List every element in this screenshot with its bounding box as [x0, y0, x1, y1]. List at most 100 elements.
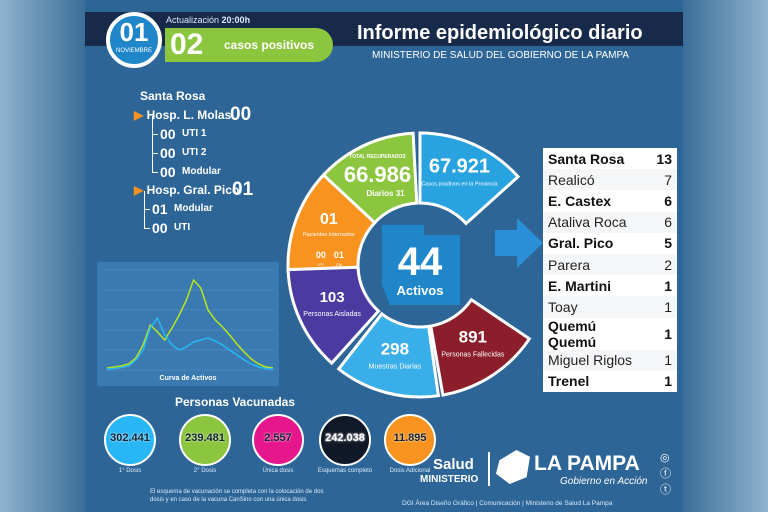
locality-count: 1: [651, 349, 677, 371]
item-value: 00: [160, 126, 176, 142]
locality-count: 13: [656, 150, 672, 167]
vaccine-label: 1° Dosis: [118, 468, 142, 474]
new-cases-label: casos positivos: [224, 38, 315, 52]
locality-row: Trenel 1: [543, 371, 677, 392]
curve-chart: Curva de Activos: [97, 262, 279, 386]
vaccine-value: 11.895: [393, 432, 427, 444]
chart-title: Curva de Activos: [160, 375, 217, 382]
update: Actualización 20:00h: [166, 15, 250, 25]
value: 01: [334, 250, 344, 260]
item-value: 00: [160, 164, 176, 180]
value: 01: [320, 211, 338, 228]
wheel: TOTAL RECUPERADOS 66.986 Diarios 31 67.921 C…: [286, 131, 543, 399]
vaccine-circle: [179, 414, 231, 466]
locality-count: 1: [664, 325, 672, 342]
item-label: UTI: [174, 222, 191, 233]
brand: LA PAMPA: [534, 452, 640, 475]
locality-row: Ataliva Roca 6: [543, 211, 677, 233]
hospital-total: 01: [232, 179, 254, 200]
label: CM: [336, 262, 342, 267]
curve-line: [106, 316, 274, 370]
hospital-name: Hosp. L. Molas: [146, 108, 232, 122]
ministerio: MINISTERIO: [420, 474, 479, 485]
tree-line: [144, 191, 150, 210]
tree-line: [152, 135, 158, 154]
label: Activos: [397, 283, 444, 298]
locality-name: Parera: [543, 253, 652, 276]
locality-row: Gral. Pico 5: [543, 233, 677, 254]
label: Casos positivos en la Provincia: [421, 181, 498, 187]
social-icons: ◎ ⓕ ⓣ: [660, 452, 671, 496]
arrow: ▶: [134, 108, 144, 122]
salud: Salud: [433, 456, 474, 473]
item-value: 00: [160, 145, 176, 161]
locality-name: Realicó: [543, 169, 652, 191]
day: 01: [119, 17, 149, 47]
locality-name: Gral. Pico: [548, 235, 614, 252]
vaccine-value: 239.481: [185, 432, 225, 444]
city: Santa Rosa: [140, 89, 206, 103]
item-label: Modular: [174, 203, 213, 214]
province-map: [382, 225, 460, 305]
hospital-2: ▶ Hosp. Gral. Pico: [134, 183, 239, 197]
update-time: 20:00h: [221, 15, 251, 25]
vaccine-label: Dosis Adicional: [389, 468, 431, 474]
label: Personas Fallecidas: [441, 351, 505, 358]
vaccine-value: 302.441: [110, 432, 150, 444]
wheel-segment: [318, 131, 419, 227]
vaccine-label: Única dosis: [262, 468, 294, 474]
locality-row: E. Martini 1: [543, 275, 677, 296]
new-cases: 02: [170, 28, 204, 61]
value: 298: [381, 340, 409, 359]
hospital-1: ▶ Hosp. L. Molas: [134, 108, 231, 122]
subtitle: MINISTERIO DE SALUD DEL GOBIERNO DE LA P…: [372, 50, 630, 61]
label: Pacientes Internados: [303, 232, 355, 238]
locality-count: 2: [651, 253, 677, 276]
vaccine-circle: [252, 414, 304, 466]
label: Muestras Diarias: [369, 364, 422, 371]
vaccine-label: Esquemas completo: [317, 468, 373, 474]
item-value: 00: [152, 220, 168, 236]
vaccine-circle: [319, 414, 371, 466]
locality-row: Parera 2: [543, 253, 677, 276]
divider: [488, 452, 490, 486]
vaccine-value: 2.557: [264, 432, 292, 444]
vaccine-circle: [384, 414, 436, 466]
locality-name: Santa Rosa: [548, 150, 625, 167]
credits: DGI Área Diseño Gráfico | Comunicación |…: [402, 500, 613, 507]
tagline: Gobierno en Acción: [560, 476, 648, 487]
value: 00: [316, 250, 326, 260]
month: NOVIEMBRE: [115, 48, 152, 54]
locality-row: Miguel Riglos 1: [543, 349, 677, 371]
new-cases-pill: [165, 28, 333, 62]
arrow: [495, 218, 543, 268]
locality-name: Quemú Quemú: [548, 317, 597, 350]
item-label: UTI 1: [182, 128, 207, 139]
locality-count: 5: [664, 235, 672, 252]
arrow: ▶: [134, 183, 144, 197]
value: 67.921: [429, 155, 490, 177]
value: 891: [459, 327, 487, 346]
item-value: 01: [152, 201, 168, 217]
value: 66.986: [344, 162, 411, 187]
locality-row: Toay 1: [543, 296, 677, 318]
localities-table: Santa Rosa 13 Realicó 7 E. Castex 6 Ataliva Ro…: [543, 148, 677, 392]
locality-count: 6: [664, 192, 672, 209]
note: El esquema de vacunación se completa con…: [150, 489, 324, 503]
item-label: Modular: [182, 166, 221, 177]
tree-line: [152, 154, 158, 173]
wheel-segment: [286, 172, 377, 274]
value: 103: [320, 289, 345, 306]
wheel-segment: [336, 311, 441, 399]
tree-line: [144, 210, 150, 229]
locality-row: Santa Rosa 13: [543, 148, 677, 169]
locality-count: 1: [664, 373, 672, 390]
locality-name: E. Castex: [548, 192, 612, 209]
curve-line: [106, 278, 274, 369]
vaccine-circle: [104, 414, 156, 466]
logo: [496, 450, 530, 484]
chart-bg: [97, 262, 279, 386]
locality-row: E. Castex 6: [543, 190, 677, 211]
hospital-total: 00: [230, 104, 252, 125]
